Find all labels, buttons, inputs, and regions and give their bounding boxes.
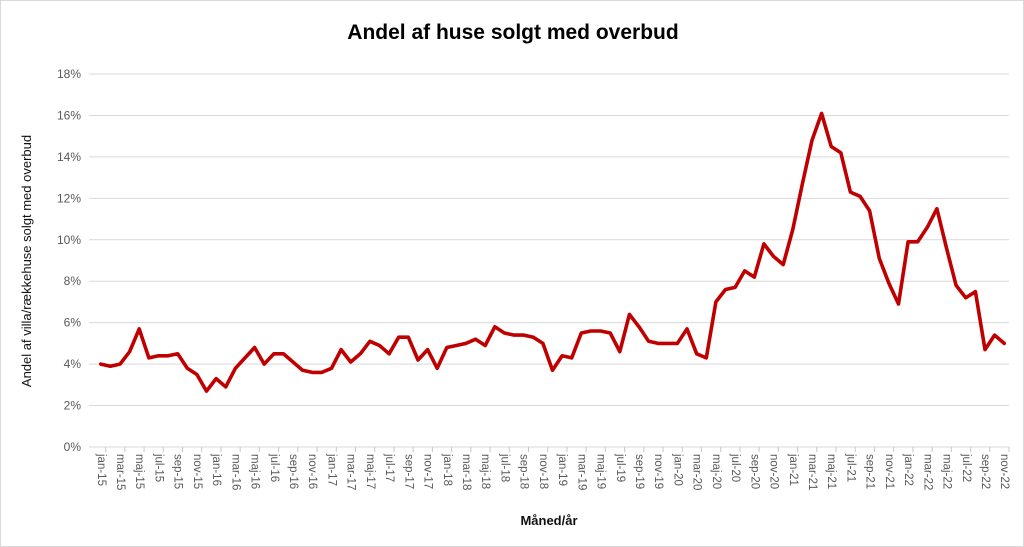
x-tick-label: mar-15 xyxy=(114,454,126,490)
x-tick-label: maj-17 xyxy=(364,454,376,489)
x-tick-label: sep-17 xyxy=(402,454,414,489)
x-tick-label: nov-16 xyxy=(306,454,318,489)
x-tick-label: maj-19 xyxy=(595,454,607,489)
x-tick-label: mar-16 xyxy=(229,454,241,490)
x-tick-label: jan-16 xyxy=(210,453,222,486)
x-tick-label: jul-15 xyxy=(152,453,164,482)
y-tick-label: 10% xyxy=(57,233,81,247)
series-line-overbud xyxy=(99,111,1007,393)
chart-title: Andel af huse solgt med overbud xyxy=(347,21,678,44)
x-tick-label: jan-19 xyxy=(556,453,568,486)
x-tick-label: jul-17 xyxy=(383,453,395,482)
y-tick-label: 2% xyxy=(64,399,82,413)
x-tick-label: sep-20 xyxy=(748,454,760,489)
x-tick-label: nov-19 xyxy=(652,454,664,489)
x-tick-labels: jan-15 mar-15 maj-15 jul-15 sep-15 nov-15 jan-… xyxy=(95,453,1010,490)
x-tick-label: mar-22 xyxy=(921,454,933,490)
y-tick-label: 0% xyxy=(64,440,82,454)
x-tick-label: nov-17 xyxy=(422,454,434,489)
x-tick-label: mar-20 xyxy=(691,454,703,490)
x-tick-label: nov-21 xyxy=(883,454,895,489)
x-tick-label: jul-21 xyxy=(844,453,856,482)
x-tick-label: mar-17 xyxy=(345,454,357,490)
x-tick-label: nov-22 xyxy=(998,454,1010,489)
x-tick-label: jan-18 xyxy=(441,453,453,486)
x-tick-label: nov-18 xyxy=(537,454,549,489)
x-tick-label: jan-15 xyxy=(95,453,107,486)
x-axis-title: Måned/år xyxy=(520,513,577,528)
y-tick-label: 4% xyxy=(64,357,82,371)
x-tick-label: jan-20 xyxy=(671,453,683,486)
x-tick-label: nov-15 xyxy=(191,454,203,489)
x-tick-label: sep-18 xyxy=(518,454,530,489)
x-tick-label: jan-22 xyxy=(902,453,914,486)
axis-ticks xyxy=(105,447,1010,452)
x-tick-label: jul-18 xyxy=(498,453,510,482)
x-tick-label: mar-18 xyxy=(460,454,472,490)
gridlines xyxy=(89,73,1009,448)
x-tick-label: sep-16 xyxy=(287,454,299,489)
y-tick-label: 12% xyxy=(57,191,81,205)
y-axis-title: Andel af villa/rækkehuse solgt med overb… xyxy=(19,135,34,387)
x-tick-label: maj-21 xyxy=(825,454,837,489)
x-tick-label: sep-19 xyxy=(633,454,645,489)
y-tick-label: 6% xyxy=(64,316,82,330)
x-tick-label: nov-20 xyxy=(768,454,780,489)
x-tick-label: maj-18 xyxy=(479,454,491,489)
x-tick-label: maj-16 xyxy=(249,454,261,489)
y-tick-labels: 0% 2% 4% 6% 8% 10% 12% 14% 16% 18% xyxy=(57,67,81,454)
y-tick-label: 18% xyxy=(57,67,81,81)
x-tick-label: mar-19 xyxy=(575,454,587,490)
x-tick-label: mar-21 xyxy=(806,454,818,490)
y-tick-label: 14% xyxy=(57,150,81,164)
x-tick-label: sep-22 xyxy=(979,454,991,489)
y-tick-label: 8% xyxy=(64,274,82,288)
x-tick-label: jul-16 xyxy=(268,453,280,482)
series-layer xyxy=(99,111,1007,393)
x-tick-label: jan-17 xyxy=(325,453,337,486)
x-tick-label: maj-15 xyxy=(133,454,145,489)
y-tick-label: 16% xyxy=(57,108,81,122)
x-tick-label: jul-22 xyxy=(960,453,972,482)
x-tick-label: sep-21 xyxy=(864,454,876,489)
x-tick-label: maj-22 xyxy=(941,454,953,489)
x-tick-label: jan-21 xyxy=(787,453,799,486)
x-tick-label: maj-20 xyxy=(710,454,722,489)
x-tick-label: jul-20 xyxy=(729,453,741,482)
x-tick-label: sep-15 xyxy=(172,454,184,489)
x-tick-label: jul-19 xyxy=(614,453,626,482)
